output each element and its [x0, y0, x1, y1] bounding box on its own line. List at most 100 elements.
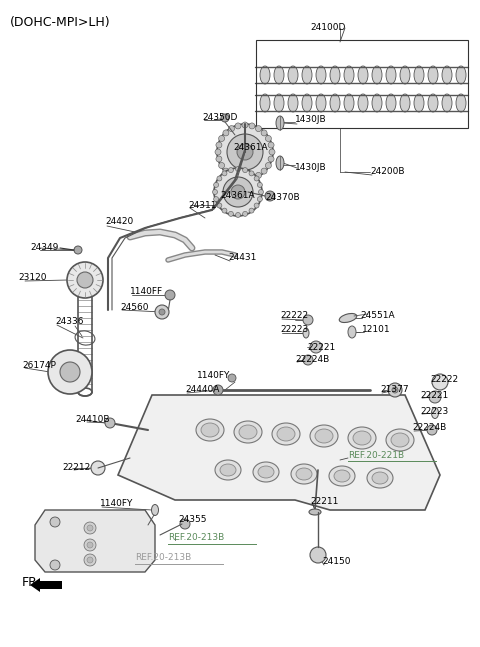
Circle shape: [242, 122, 248, 128]
Ellipse shape: [414, 66, 424, 84]
Ellipse shape: [400, 94, 410, 112]
Text: 1140FY: 1140FY: [100, 499, 133, 509]
Ellipse shape: [334, 470, 350, 482]
Circle shape: [222, 208, 227, 213]
Ellipse shape: [276, 156, 284, 170]
Text: 24420: 24420: [105, 217, 133, 226]
Text: 24560: 24560: [120, 303, 148, 313]
Circle shape: [259, 190, 264, 195]
Text: 22211: 22211: [310, 498, 338, 507]
Text: 24200B: 24200B: [370, 168, 405, 177]
Ellipse shape: [367, 468, 393, 488]
Circle shape: [242, 168, 248, 173]
Ellipse shape: [386, 429, 414, 451]
Circle shape: [228, 374, 236, 382]
Circle shape: [217, 203, 222, 208]
Circle shape: [50, 517, 60, 527]
Circle shape: [255, 126, 262, 131]
Circle shape: [269, 149, 275, 155]
Circle shape: [223, 177, 253, 207]
Circle shape: [227, 134, 263, 170]
Ellipse shape: [442, 66, 452, 84]
Ellipse shape: [272, 423, 300, 445]
Circle shape: [268, 142, 274, 148]
Circle shape: [310, 341, 322, 353]
Circle shape: [217, 124, 273, 180]
Circle shape: [265, 162, 271, 168]
Text: 24361A: 24361A: [220, 190, 254, 199]
Ellipse shape: [234, 421, 262, 443]
Ellipse shape: [316, 94, 326, 112]
Text: 24350D: 24350D: [202, 113, 238, 122]
Text: 22221: 22221: [420, 391, 448, 399]
Bar: [256, 40, 468, 128]
Circle shape: [237, 144, 253, 160]
Circle shape: [60, 362, 80, 382]
Circle shape: [48, 350, 92, 394]
Ellipse shape: [288, 94, 298, 112]
Polygon shape: [35, 510, 155, 572]
Circle shape: [215, 149, 221, 155]
Circle shape: [231, 185, 245, 199]
Ellipse shape: [329, 466, 355, 486]
Circle shape: [235, 175, 241, 181]
Ellipse shape: [330, 66, 340, 84]
Circle shape: [67, 262, 103, 298]
Ellipse shape: [330, 94, 340, 112]
Text: 24349: 24349: [30, 243, 59, 252]
Ellipse shape: [274, 66, 284, 84]
Ellipse shape: [260, 94, 270, 112]
Text: 22221: 22221: [307, 342, 335, 351]
Circle shape: [214, 182, 218, 188]
Ellipse shape: [400, 66, 410, 84]
Circle shape: [214, 168, 262, 216]
Circle shape: [228, 168, 233, 173]
Text: (DOHC-MPI>LH): (DOHC-MPI>LH): [10, 16, 110, 29]
Circle shape: [268, 156, 274, 162]
Circle shape: [249, 171, 254, 176]
Text: REF.20-213B: REF.20-213B: [135, 553, 191, 562]
Ellipse shape: [152, 505, 158, 516]
Ellipse shape: [201, 423, 219, 437]
Text: 23120: 23120: [18, 274, 47, 283]
Ellipse shape: [414, 94, 424, 112]
Circle shape: [427, 425, 437, 435]
Circle shape: [50, 560, 60, 570]
Ellipse shape: [316, 66, 326, 84]
Text: 1140FY: 1140FY: [197, 371, 230, 380]
Circle shape: [303, 355, 313, 365]
Text: 22212: 22212: [62, 463, 90, 472]
Circle shape: [429, 391, 441, 403]
Ellipse shape: [358, 94, 368, 112]
Ellipse shape: [348, 326, 356, 338]
Circle shape: [87, 525, 93, 531]
Ellipse shape: [391, 433, 409, 447]
Ellipse shape: [372, 66, 382, 84]
Circle shape: [77, 272, 93, 288]
Circle shape: [257, 197, 263, 202]
Ellipse shape: [386, 94, 396, 112]
Text: 24311: 24311: [188, 201, 216, 210]
Ellipse shape: [348, 427, 376, 449]
Circle shape: [87, 542, 93, 548]
Text: 22223: 22223: [280, 325, 308, 334]
Ellipse shape: [372, 94, 382, 112]
Circle shape: [218, 135, 225, 142]
Text: 21377: 21377: [380, 386, 408, 395]
Circle shape: [221, 114, 229, 122]
Circle shape: [159, 309, 165, 315]
Text: REF.20-221B: REF.20-221B: [348, 450, 404, 459]
Ellipse shape: [310, 425, 338, 447]
Circle shape: [155, 305, 169, 319]
Ellipse shape: [291, 464, 317, 484]
Text: 24150: 24150: [322, 558, 350, 567]
Text: 24370B: 24370B: [265, 193, 300, 203]
Circle shape: [254, 176, 259, 181]
Circle shape: [218, 162, 225, 168]
Text: 24440A: 24440A: [185, 386, 219, 395]
Ellipse shape: [432, 408, 439, 419]
Ellipse shape: [456, 94, 466, 112]
Circle shape: [235, 123, 241, 129]
Text: 1140FF: 1140FF: [130, 287, 163, 296]
Text: 24355: 24355: [178, 516, 206, 525]
